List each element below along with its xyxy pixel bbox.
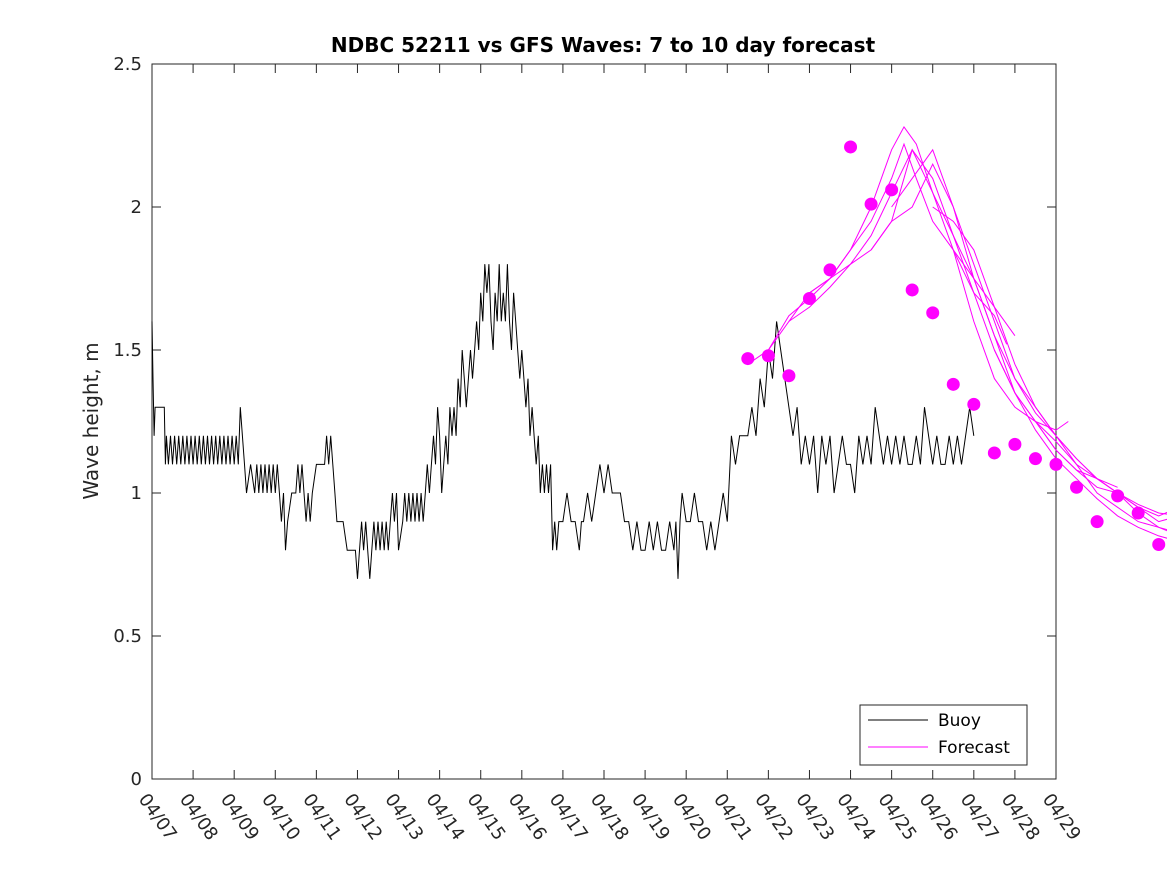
legend-label-forecast: Forecast (938, 738, 1010, 758)
y-tick-label: 0 (131, 769, 142, 790)
forecast-marker (1049, 457, 1063, 471)
forecast-marker (987, 446, 1001, 460)
forecast-marker (905, 283, 919, 297)
forecast-marker (946, 377, 960, 391)
legend-label-buoy: Buoy (938, 711, 981, 731)
forecast-marker (864, 197, 878, 211)
y-tick-label: 1 (131, 483, 142, 504)
forecast-marker (1152, 537, 1166, 551)
forecast-marker (1008, 437, 1022, 451)
forecast-line (747, 125, 1016, 365)
y-tick-label: 0.5 (113, 626, 142, 647)
forecast-marker (761, 349, 775, 363)
forecast-marker (782, 369, 796, 383)
forecast-marker (967, 397, 981, 411)
forecast-marker (926, 306, 940, 320)
forecast-line (1035, 421, 1167, 515)
forecast-marker (823, 263, 837, 277)
forecast-marker (802, 292, 816, 306)
legend: Buoy Forecast (859, 704, 1028, 766)
y-tick-label: 1.5 (113, 340, 142, 361)
y-axis-label: Wave height, m (79, 342, 103, 499)
y-tick-label: 2 (131, 197, 142, 218)
forecast-marker (885, 183, 899, 197)
forecast-marker (741, 352, 755, 366)
forecast-line (993, 349, 1167, 539)
forecast-marker (1090, 515, 1104, 529)
chart-title: NDBC 52211 vs GFS Waves: 7 to 10 day for… (331, 33, 876, 57)
forecast-marker (844, 140, 858, 154)
forecast-line (952, 249, 1167, 532)
buoy-line (151, 264, 975, 579)
y-tick-label: 2.5 (113, 54, 142, 75)
forecast-marker (1111, 489, 1125, 503)
forecast-marker (1028, 452, 1042, 466)
forecast-marker (1131, 506, 1145, 520)
forecast-marker (1070, 480, 1084, 494)
legend-box (859, 704, 1028, 766)
